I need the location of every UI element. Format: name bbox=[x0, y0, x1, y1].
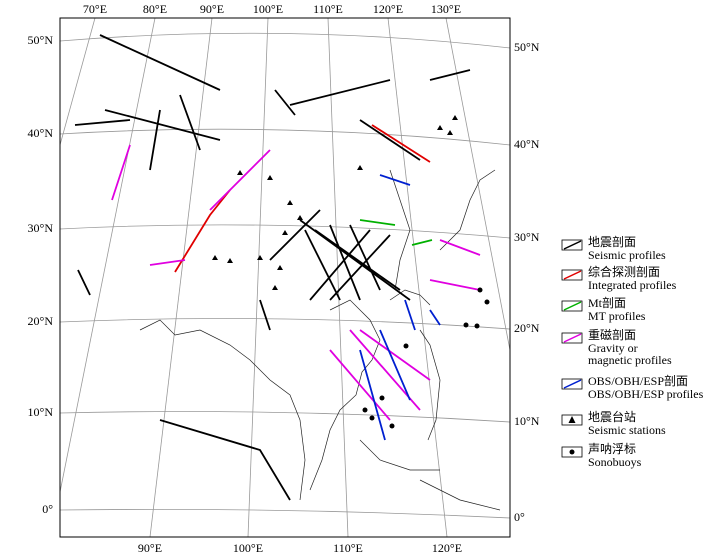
parallel bbox=[60, 224, 510, 239]
top-lon-label: 90°E bbox=[200, 2, 224, 16]
legend-zh: 重磁剖面 bbox=[588, 327, 636, 342]
right-lat-label: 20°N bbox=[514, 321, 540, 335]
left-lat-label: 40°N bbox=[28, 126, 54, 140]
legend-en: Integrated profiles bbox=[588, 278, 677, 292]
coordinate-labels: 70°E 80°E 90°E 100°E 110°E 120°E 130°E 90°E 100°… bbox=[28, 2, 540, 555]
legend-zh: Mt剖面 bbox=[588, 296, 626, 310]
obs-profiles bbox=[359, 174, 441, 441]
left-lat-label: 10°N bbox=[28, 405, 54, 419]
legend-en: Sonobuoys bbox=[588, 455, 642, 469]
legend-en: Seismic stations bbox=[588, 423, 666, 437]
top-lon-label: 80°E bbox=[143, 2, 167, 16]
right-lat-label: 50°N bbox=[514, 40, 540, 54]
parallel bbox=[60, 411, 510, 423]
left-lat-label: 0° bbox=[42, 502, 53, 516]
seismic-profiles bbox=[74, 34, 471, 501]
legend-box bbox=[561, 239, 583, 251]
legend-box bbox=[561, 269, 583, 281]
right-lat-label: 30°N bbox=[514, 230, 540, 244]
mt-profiles bbox=[359, 219, 433, 246]
parallel bbox=[60, 508, 510, 519]
top-lon-label: 130°E bbox=[431, 2, 461, 16]
map-content bbox=[74, 34, 501, 511]
legend-zh: OBS/OBH/ESP剖面 bbox=[588, 374, 688, 388]
top-lon-label: 100°E bbox=[253, 2, 283, 16]
graticule bbox=[60, 18, 510, 537]
legend-swatch bbox=[568, 416, 576, 423]
bottom-lon-label: 100°E bbox=[233, 541, 263, 555]
coastline bbox=[139, 169, 501, 511]
meridian bbox=[60, 18, 156, 495]
top-lon-label: 110°E bbox=[313, 2, 343, 16]
right-lat-label: 40°N bbox=[514, 137, 540, 151]
parallel bbox=[60, 318, 510, 330]
map-frame bbox=[59, 17, 511, 538]
legend-zh: 地震台站 bbox=[588, 409, 636, 424]
left-lat-label: 50°N bbox=[28, 33, 54, 47]
legend-en: MT profiles bbox=[588, 309, 646, 323]
left-lat-label: 30°N bbox=[28, 221, 54, 235]
meridian bbox=[445, 18, 510, 353]
bottom-lon-label: 110°E bbox=[333, 541, 363, 555]
legend-swatch bbox=[569, 449, 575, 455]
parallel bbox=[60, 32, 510, 49]
top-lon-label: 120°E bbox=[373, 2, 403, 16]
legend-zh: 地震剖面 bbox=[588, 235, 636, 249]
meridian bbox=[327, 18, 349, 537]
meridian bbox=[247, 18, 269, 537]
meridian bbox=[149, 18, 213, 537]
legend-box bbox=[561, 446, 583, 458]
legend-swatch bbox=[563, 379, 582, 389]
parallel bbox=[60, 128, 510, 146]
legend-en: Gravity or bbox=[588, 341, 638, 355]
legend-box bbox=[561, 378, 583, 390]
legend-swatch bbox=[563, 301, 582, 311]
legend-swatch bbox=[563, 333, 582, 343]
right-lat-label: 10°N bbox=[514, 414, 540, 428]
integrated-profiles bbox=[174, 124, 431, 273]
legend-box bbox=[561, 332, 583, 344]
legend-en: Seismic profiles bbox=[588, 248, 666, 262]
meridian bbox=[387, 18, 448, 537]
left-lat-label: 20°N bbox=[28, 314, 54, 328]
bottom-lon-label: 120°E bbox=[432, 541, 462, 555]
legend-zh: 综合探测剖面 bbox=[588, 264, 660, 279]
top-lon-label: 70°E bbox=[83, 2, 107, 16]
legend-box bbox=[561, 414, 583, 426]
bottom-lon-label: 90°E bbox=[138, 541, 162, 555]
meridian bbox=[60, 18, 96, 147]
legend-en: magnetic profiles bbox=[588, 353, 672, 367]
legend-swatch bbox=[563, 240, 582, 250]
sonobuoys bbox=[362, 287, 490, 429]
gravity-magnetic-profiles bbox=[111, 144, 481, 421]
legend-swatch bbox=[563, 270, 582, 280]
legend-zh: 声呐浮标 bbox=[588, 442, 636, 456]
right-lat-label: 0° bbox=[514, 510, 525, 524]
legend-box bbox=[561, 300, 583, 312]
legend-en: OBS/OBH/ESP profiles bbox=[588, 387, 704, 401]
